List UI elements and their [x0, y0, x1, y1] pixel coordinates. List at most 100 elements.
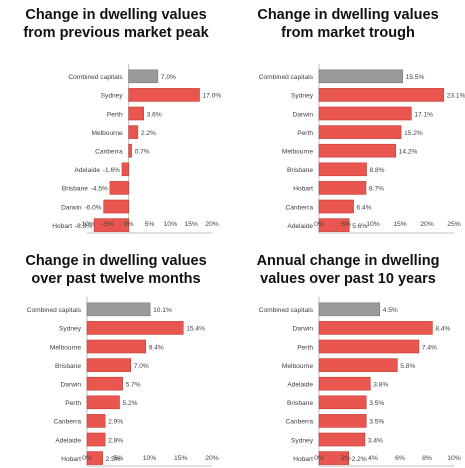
category-label: Hobart: [52, 223, 72, 230]
value-label: 3.5%: [369, 400, 384, 407]
bar-melbourne: [128, 125, 139, 139]
chart-title-line-1: Annual change in dwelling: [256, 253, 440, 269]
value-label: 6.4%: [357, 204, 372, 211]
chart-title: Annual change in dwelling values over pa…: [232, 252, 464, 288]
category-label: Sydney: [291, 437, 314, 444]
x-tick-label: 5%: [145, 221, 155, 228]
category-label: Perth: [107, 111, 123, 118]
value-label: 3.5%: [369, 419, 384, 426]
category-label: Perth: [297, 130, 313, 137]
category-label: Perth: [65, 400, 81, 407]
value-label: 2.9%: [108, 437, 123, 444]
bar-darwin: [318, 106, 412, 121]
value-label: 5.2%: [123, 400, 138, 407]
value-label: 15.4%: [186, 326, 205, 333]
bar-adelaide: [318, 376, 371, 391]
x-tick-label: 0%: [314, 455, 324, 462]
bar-combined-capitals: [128, 69, 159, 84]
x-tick-label: 0%: [82, 455, 92, 462]
bar-adelaide: [121, 162, 129, 177]
bar-canberra: [318, 199, 354, 214]
bar-sydney: [86, 321, 184, 335]
x-tick-label: 20%: [205, 455, 219, 462]
bar-adelaide: [86, 432, 106, 447]
value-label: 3.8%: [373, 382, 388, 389]
category-label: Melbourne: [50, 344, 81, 351]
value-label: 7.0%: [161, 74, 176, 81]
category-label: Combined capitals: [259, 74, 314, 81]
bar-brisbane: [86, 358, 132, 372]
value-label: 5.6%: [352, 223, 367, 230]
x-tick-label: 10%: [366, 221, 380, 228]
x-tick-label: 20%: [205, 221, 219, 228]
category-label: Brisbane: [62, 186, 88, 193]
bar-sydney: [128, 88, 200, 102]
bar-sydney: [318, 432, 366, 447]
value-label: 10.1%: [153, 307, 172, 314]
category-label: Combined capitals: [27, 307, 82, 314]
bar-darwin: [318, 321, 433, 335]
bar-perth: [318, 339, 420, 354]
category-label: Sydney: [291, 93, 314, 100]
chart-title: Change in dwelling values from previous …: [0, 6, 232, 42]
value-label: 3.4%: [368, 437, 383, 444]
bar-melbourne: [86, 339, 147, 354]
bar-melbourne: [318, 143, 396, 158]
value-label: 8.7%: [369, 186, 384, 193]
x-tick-label: 4%: [368, 455, 378, 462]
value-label: 15.2%: [404, 130, 423, 137]
bar-combined-capitals: [86, 302, 151, 317]
value-label: 3.6%: [147, 111, 162, 118]
category-label: Canberra: [95, 149, 123, 156]
chart-title-line-2: values over past 10 years: [260, 271, 436, 287]
x-tick-label: 10%: [143, 455, 157, 462]
category-label: Darwin: [292, 326, 313, 333]
bar-hobart: [318, 451, 350, 465]
value-label: 4.5%: [383, 307, 398, 314]
bar-darwin: [86, 376, 123, 391]
bar-perth: [128, 106, 144, 121]
category-label: Canberra: [286, 204, 314, 211]
bar-melbourne: [318, 358, 398, 372]
chart-panel-ten-years: Annual change in dwelling values over pa…: [232, 234, 465, 468]
chart-title-line-1: Change in dwelling values: [25, 253, 207, 269]
category-label: Canberra: [54, 419, 82, 426]
bar-chart-ten-years: Combined capitals 4.5% Darwin 8.4% Perth 7.4%…: [259, 297, 461, 467]
category-label: Adelaide: [287, 223, 313, 230]
bar-canberra: [318, 414, 367, 428]
value-label: 5.7%: [126, 382, 141, 389]
bar-canberra: [128, 143, 132, 158]
chart-panel-twelve-months: Change in dwelling values over past twel…: [0, 234, 232, 468]
x-tick-label: 20%: [420, 221, 434, 228]
value-label: 7.0%: [134, 363, 149, 370]
x-tick-label: 10%: [164, 221, 178, 228]
category-label: Sydney: [59, 326, 82, 333]
category-label: Combined capitals: [68, 74, 123, 81]
value-label: 15.5%: [406, 74, 425, 81]
value-label: 2.9%: [108, 419, 123, 426]
x-tick-label: 15%: [184, 221, 198, 228]
chart-panel-peak: Change in dwelling values from previous …: [0, 0, 232, 234]
x-tick-label: 2%: [341, 455, 351, 462]
bar-brisbane: [318, 395, 367, 410]
value-label: -6.0%: [84, 204, 101, 211]
bar-perth: [86, 395, 120, 410]
category-label: Brisbane: [287, 400, 313, 407]
category-label: Melbourne: [282, 149, 313, 156]
x-tick-label: 8%: [422, 455, 432, 462]
category-label: Hobart: [293, 456, 313, 463]
value-label: -1.6%: [103, 167, 120, 174]
category-label: Combined capitals: [259, 307, 314, 314]
category-label: Sydney: [101, 93, 124, 100]
x-tick-label: 5%: [113, 455, 123, 462]
bar-darwin: [103, 199, 129, 214]
x-tick-label: 15%: [174, 455, 188, 462]
bar-hobart: [318, 181, 367, 195]
x-tick-label: 25%: [447, 221, 461, 228]
category-label: Melbourne: [282, 363, 313, 370]
value-label: 9.4%: [149, 344, 164, 351]
bar-chart-twelve-months: Combined capitals 10.1% Sydney 15.4% Melbour…: [27, 297, 219, 467]
value-label: 2.2%: [352, 456, 367, 463]
value-label: 8.4%: [435, 326, 450, 333]
chart-title: Change in dwelling values from market tr…: [232, 6, 464, 42]
